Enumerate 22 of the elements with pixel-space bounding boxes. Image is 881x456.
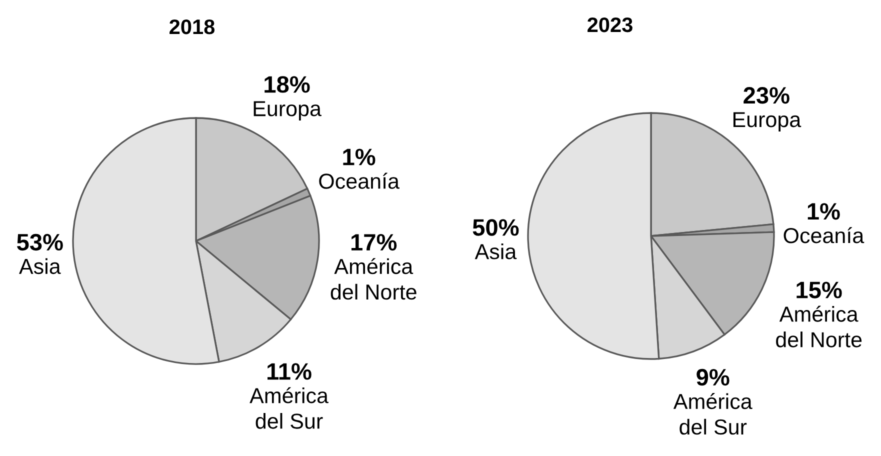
slice-label: América del Sur [673, 393, 752, 435]
data-label: 50% [472, 219, 519, 236]
slice-label: América del Norte [330, 258, 416, 300]
data-label: 9% [696, 368, 730, 386]
data-label: 15% [796, 282, 842, 298]
slice-label: Asia [474, 243, 517, 260]
data-label: 23% [744, 87, 790, 104]
slice-label: América del Norte [776, 306, 862, 348]
chart-title: 2018 [170, 19, 215, 34]
slice-label: América del Sur [250, 387, 328, 429]
slice-label: Asia [19, 258, 61, 274]
data-label: 17% [351, 234, 397, 251]
chart-title: 2023 [588, 17, 632, 32]
data-label: 18% [264, 76, 310, 93]
data-label: 53% [17, 234, 63, 251]
data-label: 11% [268, 363, 312, 380]
slice-label: Europa [254, 101, 322, 121]
slice-label: Oceanía [319, 172, 400, 189]
slice-label: Oceanía [784, 227, 864, 244]
slice-label: Europa [733, 112, 802, 132]
data-label: 1% [808, 203, 840, 220]
data-label: 1% [343, 148, 376, 166]
